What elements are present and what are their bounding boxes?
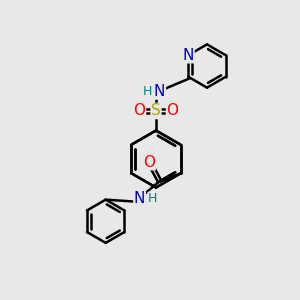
Text: S: S [151, 103, 161, 118]
Text: N: N [154, 84, 165, 99]
Text: O: O [143, 155, 155, 170]
Text: H: H [143, 85, 152, 98]
Text: N: N [183, 48, 194, 63]
Text: O: O [134, 103, 146, 118]
Text: O: O [167, 103, 178, 118]
Text: H: H [148, 192, 158, 205]
Text: N: N [134, 191, 145, 206]
